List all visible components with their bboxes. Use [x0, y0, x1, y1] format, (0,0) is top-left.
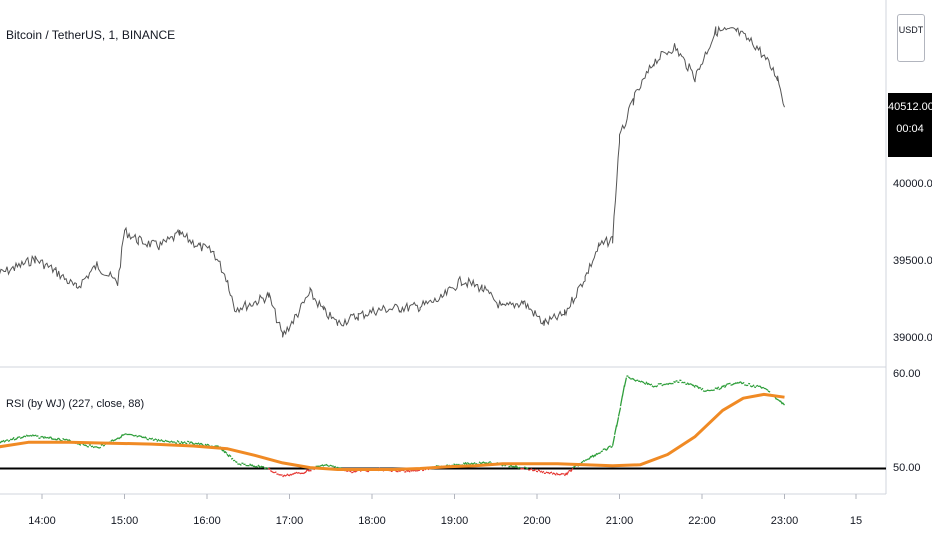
price-series [0, 25, 785, 338]
rsi-moving-average-line [0, 392, 785, 471]
symbol-title[interactable]: Bitcoin / TetherUS, 1, BINANCE [6, 28, 176, 42]
time-tick-label: 15:00 [110, 515, 139, 527]
time-tick-label: 17:00 [275, 515, 304, 527]
rsi-tick-label: 50.00 [893, 461, 921, 474]
price-tick-label: 40000.00 [893, 178, 932, 190]
time-tick-label: 22:00 [688, 515, 716, 527]
time-tick-label: 23:00 [770, 515, 799, 527]
rsi-tick-label: 60.00 [893, 367, 921, 380]
time-tick-label: 20:00 [523, 515, 551, 527]
time-tick-label: 21:00 [605, 515, 634, 527]
rsi-indicator-title[interactable]: RSI (by WJ) (227, close, 88) [6, 398, 145, 410]
time-tick-label: 18:00 [358, 515, 386, 527]
currency-label: USDT [898, 25, 924, 35]
bar-countdown: 00:04 [896, 123, 924, 135]
last-price-badge: 40512.00 00:04 [888, 93, 932, 157]
last-price: 40512.00 [888, 101, 932, 113]
time-tick-label: 16:00 [193, 515, 221, 527]
time-tick-label: 19:00 [440, 515, 469, 527]
price-tick-label: 39500.00 [893, 254, 932, 267]
rsi-line [0, 375, 786, 471]
currency-button[interactable]: USDT [897, 14, 925, 62]
time-tick-label: 14:00 [28, 515, 56, 527]
price-tick-label: 39000.00 [893, 331, 932, 344]
time-tick-label: 15 [849, 515, 863, 527]
